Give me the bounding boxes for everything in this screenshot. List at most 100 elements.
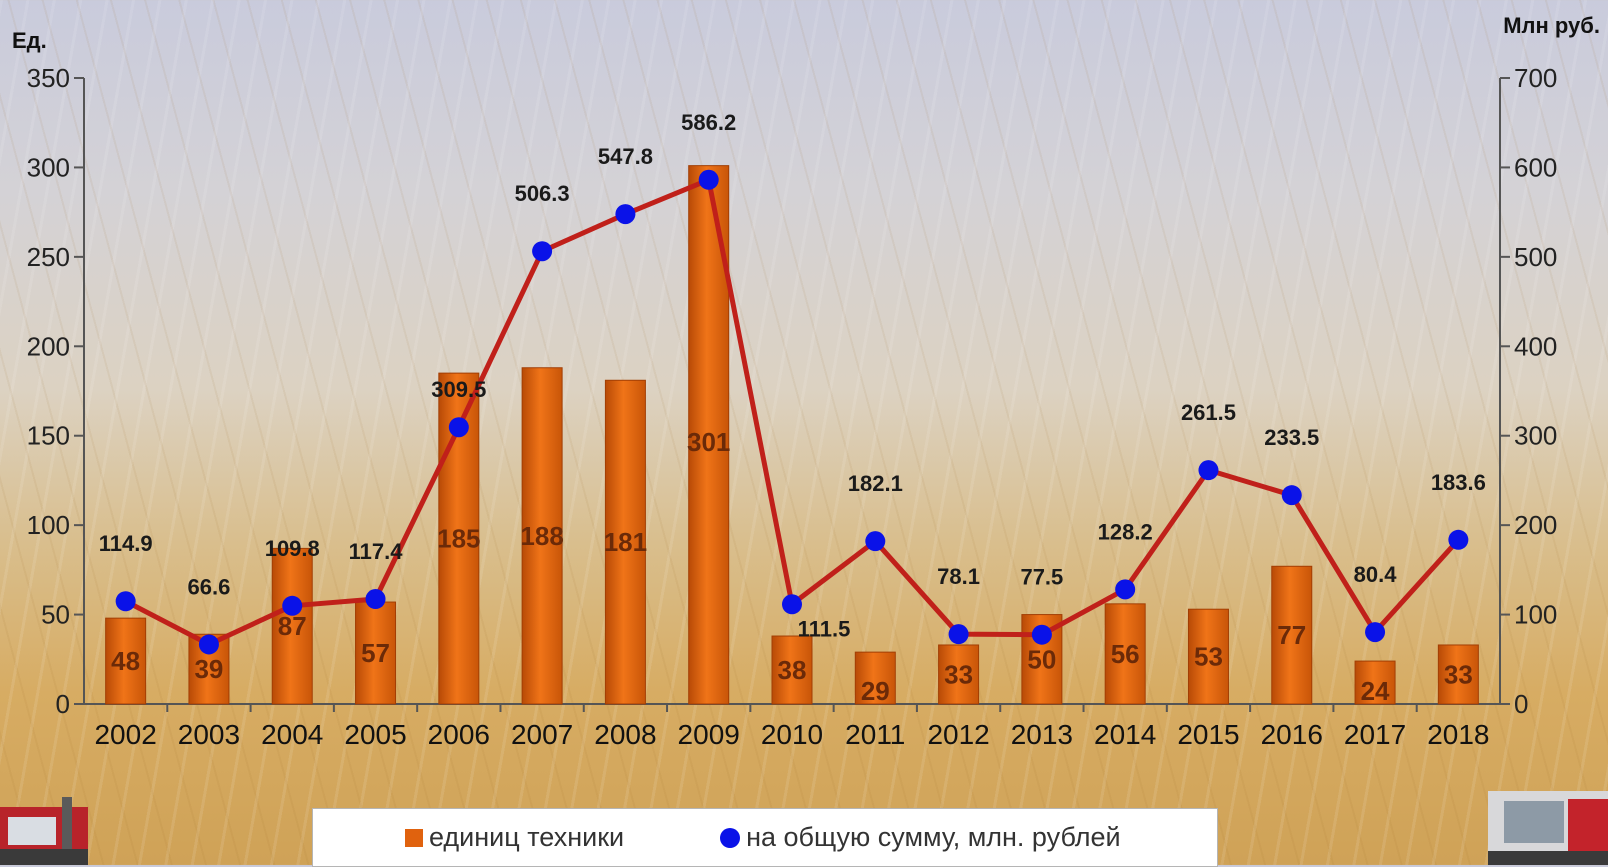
sum-point [615, 204, 636, 225]
bar [1271, 565, 1313, 705]
sum-point [1448, 529, 1469, 550]
sum-point [448, 417, 469, 438]
x-tick-label: 2007 [511, 719, 573, 750]
x-tick-label: 2015 [1177, 719, 1239, 750]
bar-value-label: 87 [278, 611, 307, 641]
x-tick-label: 2018 [1427, 719, 1489, 750]
bar [854, 651, 896, 705]
bar-series [105, 165, 1479, 705]
bar-value-label: 301 [687, 427, 730, 457]
sum-line [124, 177, 1461, 647]
bar-value-label: 29 [861, 676, 890, 706]
bar-value-label: 24 [1361, 676, 1390, 706]
sum-value-label: 183.6 [1431, 470, 1486, 495]
sum-point [1281, 485, 1302, 506]
bar-value-label: 33 [944, 659, 973, 689]
left-tick-label: 50 [41, 600, 70, 630]
bar [1104, 603, 1146, 705]
bar-value-label: 56 [1111, 639, 1140, 669]
sum-point [1365, 622, 1386, 643]
line-series [115, 169, 1469, 655]
bar-value-label: 38 [778, 655, 807, 685]
x-tick-label: 2014 [1094, 719, 1156, 750]
left-tick-label: 200 [27, 331, 70, 361]
sum-point [782, 594, 802, 615]
bar [938, 644, 980, 705]
left-tick-label: 150 [27, 421, 70, 451]
x-tick-label: 2003 [178, 719, 240, 750]
bar [771, 635, 813, 705]
legend-label-units: единиц техники [429, 822, 625, 852]
tractor-left-image [0, 797, 88, 865]
sum-value-label: 114.9 [99, 531, 153, 556]
legend-label-sum: на общую сумму, млн. рублей [746, 822, 1121, 852]
bar-value-label: 48 [111, 646, 140, 676]
sum-value-label: 77.5 [1020, 565, 1063, 590]
sum-point [282, 595, 303, 616]
x-tick-label: 2010 [761, 719, 823, 750]
legend: единиц техники на общую сумму, млн. рубл… [312, 808, 1218, 867]
combine-harvester-right-image [1488, 791, 1608, 865]
sum-point [1198, 460, 1219, 481]
sum-value-label: 547.8 [598, 144, 653, 169]
sum-point [1031, 624, 1052, 645]
x-tick-label: 2016 [1261, 719, 1323, 750]
sum-point [865, 531, 886, 552]
right-tick-label: 200 [1514, 510, 1557, 540]
left-tick-label: 0 [56, 689, 70, 719]
bar [271, 547, 313, 705]
left-tick-label: 350 [27, 63, 70, 93]
bar-value-label: 33 [1444, 659, 1473, 689]
bar-value-label: 50 [1027, 644, 1056, 674]
sum-point [698, 169, 719, 190]
x-tick-label: 2008 [594, 719, 656, 750]
sum-value-label: 117.4 [349, 539, 404, 564]
sum-value-label: 233.5 [1264, 425, 1319, 450]
sum-value-label: 586.2 [681, 110, 736, 135]
bar [521, 367, 563, 705]
bar-swatch-icon [405, 828, 423, 847]
bar [1354, 660, 1396, 705]
x-tick-label: 2002 [94, 719, 156, 750]
bar-value-label: 185 [437, 524, 480, 554]
right-tick-label: 700 [1514, 63, 1557, 93]
sum-value-label: 109.8 [265, 536, 320, 561]
sum-point [532, 241, 553, 262]
x-tick-label: 2005 [344, 719, 406, 750]
left-tick-label: 100 [27, 510, 70, 540]
sum-point [948, 624, 969, 645]
bar [105, 617, 147, 705]
left-axis-unit: Ед. [12, 28, 47, 53]
right-tick-label: 0 [1514, 689, 1528, 719]
sum-point [115, 591, 136, 612]
left-tick-label: 300 [27, 152, 70, 182]
bar-value-label: 57 [361, 638, 390, 668]
bar [1437, 644, 1479, 705]
bar [1187, 608, 1229, 705]
legend-item-units: единиц техники [313, 822, 624, 853]
sum-value-label: 66.6 [188, 574, 231, 599]
right-tick-label: 300 [1514, 421, 1557, 451]
bar-value-label: 39 [194, 654, 223, 684]
x-tick-label: 2013 [1011, 719, 1073, 750]
sum-point [198, 634, 219, 655]
bar-value-label: 188 [520, 521, 563, 551]
sum-value-label: 182.1 [848, 471, 903, 496]
x-tick-label: 2012 [927, 719, 989, 750]
right-tick-label: 100 [1514, 600, 1557, 630]
x-tick-label: 2004 [261, 719, 323, 750]
x-tick-label: 2011 [845, 719, 905, 750]
right-tick-label: 600 [1514, 152, 1557, 182]
bar-value-label: 181 [604, 527, 647, 557]
sum-value-label: 506.3 [515, 181, 570, 206]
sum-value-label: 128.2 [1098, 519, 1153, 544]
right-tick-label: 400 [1514, 331, 1557, 361]
sum-value-label: 80.4 [1354, 562, 1398, 587]
bar [355, 601, 397, 705]
x-tick-label: 2006 [428, 719, 490, 750]
dot-swatch-icon [720, 827, 741, 848]
sum-value-label: 261.5 [1181, 400, 1236, 425]
data-labels: 48 39 87 57 185 188 181 301 38 29 33 50 56 53 77 24 33 11… [99, 110, 1486, 706]
bar [604, 379, 646, 705]
